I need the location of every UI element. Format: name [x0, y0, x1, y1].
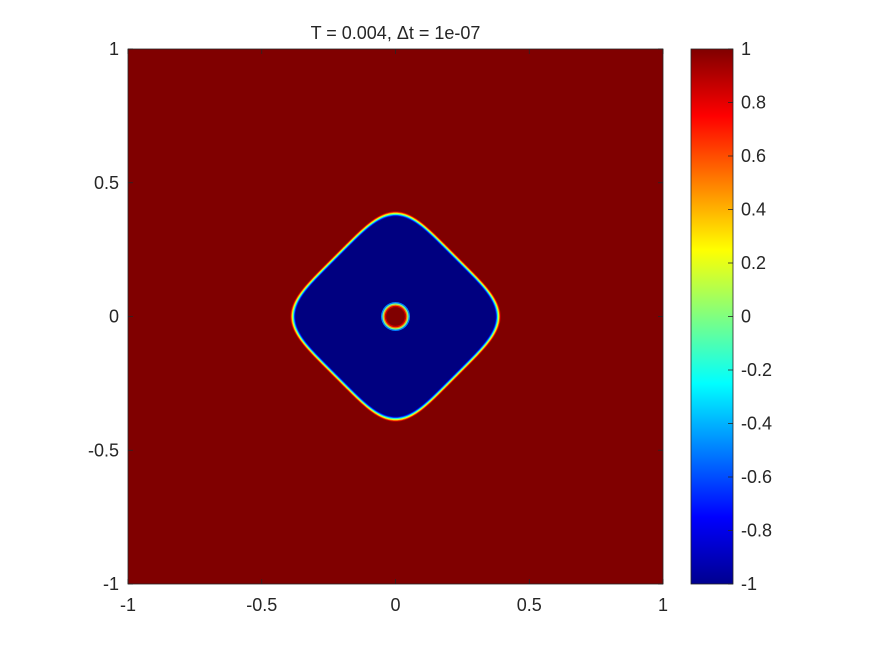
- colorbar-tick-label: 0.6: [741, 146, 766, 166]
- colorbar-tick-label: -1: [741, 574, 757, 594]
- x-tick-label: -1: [120, 595, 136, 615]
- y-tick-label: -1: [103, 574, 119, 594]
- colorbar-gradient: [691, 49, 733, 584]
- plot-area: [128, 49, 663, 584]
- colorbar-tick-label: -0.6: [741, 467, 772, 487]
- x-tick-label: 1: [658, 595, 668, 615]
- x-tick-label: 0: [390, 595, 400, 615]
- colorbar-tick-label: -0.8: [741, 521, 772, 541]
- y-tick-label: 0.5: [94, 173, 119, 193]
- colorbar-tick-label: 0.8: [741, 93, 766, 113]
- x-tick-label: 0.5: [517, 595, 542, 615]
- y-tick-label: -0.5: [88, 440, 119, 460]
- y-tick-label: 0: [109, 307, 119, 327]
- y-axis: -1 -0.5 0 0.5 1: [88, 39, 663, 594]
- x-axis: -1 -0.5 0 0.5 1: [120, 49, 668, 615]
- colorbar-tick-label: 0: [741, 307, 751, 327]
- chart-title: T = 0.004, Δt = 1e-07: [311, 23, 481, 43]
- x-tick-label: -0.5: [246, 595, 277, 615]
- colorbar-tick-label: 1: [741, 39, 751, 59]
- colorbar-tick-label: -0.2: [741, 360, 772, 380]
- colorbar-tick-label: 0.4: [741, 200, 766, 220]
- inner-circle-layer-4: [386, 307, 405, 326]
- colorbar-ticks: -1 -0.8 -0.6 -0.4 -0.2 0 0.2 0.4 0.6 0.8 1: [728, 39, 772, 594]
- colorbar: -1 -0.8 -0.6 -0.4 -0.2 0 0.2 0.4 0.6 0.8 1: [690, 39, 772, 594]
- field-layers: [290, 211, 501, 422]
- plot-frame: [127, 48, 664, 585]
- y-tick-label: 1: [109, 39, 119, 59]
- colorbar-tick-label: -0.4: [741, 414, 772, 434]
- colorbar-tick-label: 0.2: [741, 253, 766, 273]
